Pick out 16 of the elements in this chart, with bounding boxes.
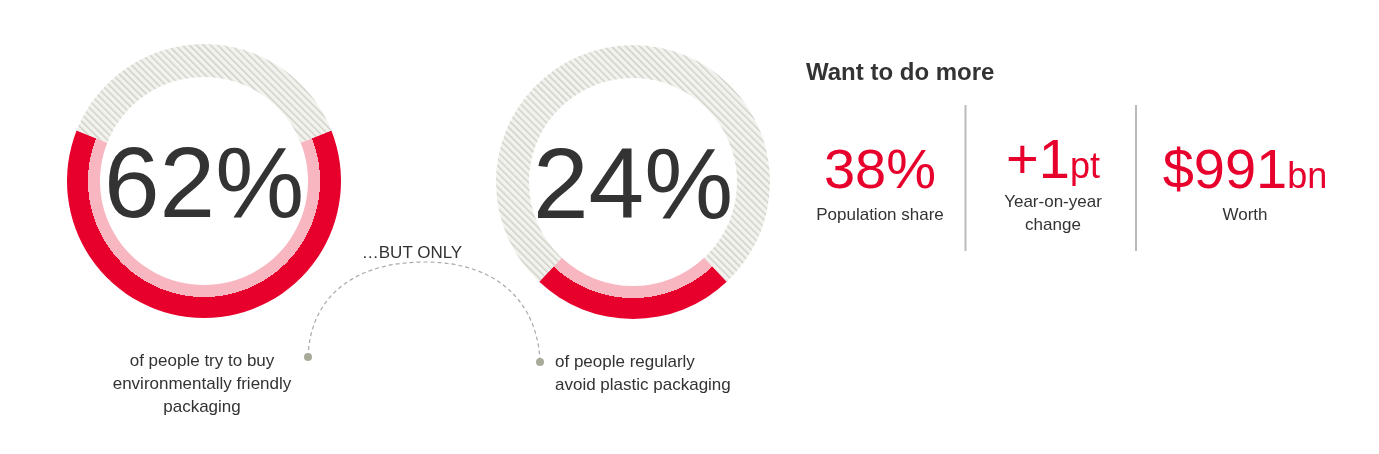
text: of people regularly avoid plastic packaging [555,352,731,394]
data-label: 24% [532,127,734,239]
donut-slice [539,257,727,319]
text: +1pt [1006,127,1100,190]
donut-slice [496,45,770,282]
donut-slice [76,44,332,143]
text: 38% [823,137,937,200]
data-label: 62% [103,126,305,238]
text: Population share [816,205,944,224]
text: Want to do more [806,58,995,85]
text: $991bn [1162,137,1328,200]
text: of people try to buy environmentally friendly packaging [112,351,292,416]
donut-slice [67,130,341,318]
text: Worth [1222,205,1268,224]
text: Year-on-year change [1004,192,1103,234]
text: …BUT ONLY [361,243,463,262]
